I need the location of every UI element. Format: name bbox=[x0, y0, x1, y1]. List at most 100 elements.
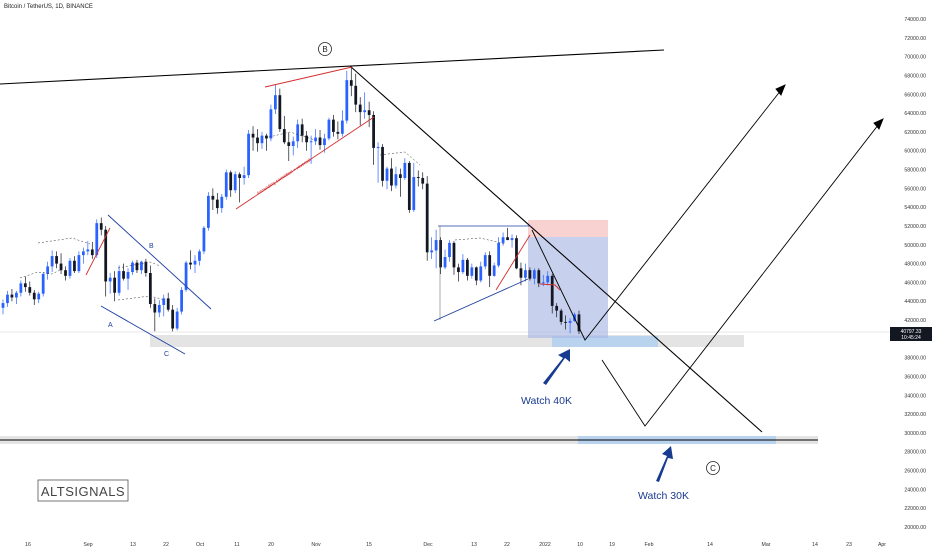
pattern-channel-upper bbox=[107, 214, 212, 310]
candle bbox=[81, 247, 85, 264]
candle-body bbox=[394, 174, 398, 186]
candle-body bbox=[15, 292, 18, 298]
candle bbox=[291, 136, 295, 156]
candle-body bbox=[407, 162, 411, 210]
candle bbox=[19, 280, 23, 297]
pattern-label-a: A bbox=[108, 322, 113, 329]
wave-c-circle bbox=[706, 461, 720, 475]
candle bbox=[211, 188, 215, 210]
candle bbox=[559, 308, 563, 325]
candle-body bbox=[537, 270, 541, 284]
x-tick-label: 19 bbox=[609, 542, 615, 548]
y-tick-label: 38000.00 bbox=[904, 356, 926, 362]
watch-30k-label: Watch 30K bbox=[638, 490, 689, 502]
x-tick-label: 14 bbox=[707, 542, 713, 548]
candle bbox=[247, 130, 250, 178]
y-tick-label: 62000.00 bbox=[904, 130, 926, 136]
candle-body bbox=[448, 242, 451, 258]
candle-body bbox=[95, 223, 99, 256]
y-tick-label: 58000.00 bbox=[904, 168, 926, 174]
candle-body bbox=[157, 304, 161, 313]
candle-body bbox=[265, 135, 268, 139]
candle-body bbox=[273, 95, 277, 110]
candle-body bbox=[300, 124, 304, 136]
candle bbox=[394, 166, 398, 189]
time-axis[interactable]: 16 Sep 13 22 Oct 11 20 Nov 15 Dec 13 22 2022 10 19 Feb 1… bbox=[25, 542, 886, 548]
candle bbox=[59, 253, 63, 274]
y-tick-label: 28000.00 bbox=[904, 450, 926, 456]
candle-body bbox=[524, 270, 527, 278]
candle-body bbox=[148, 273, 152, 305]
short-position-tool[interactable] bbox=[528, 220, 608, 338]
candle bbox=[403, 158, 407, 180]
candle-body bbox=[327, 119, 331, 139]
candle bbox=[162, 294, 166, 317]
candle-body bbox=[189, 262, 192, 265]
y-tick-label: 42000.00 bbox=[904, 318, 926, 324]
candle-body bbox=[166, 298, 170, 310]
candle-body bbox=[515, 238, 518, 269]
candle-body bbox=[242, 175, 246, 178]
candle-body bbox=[180, 289, 183, 312]
candle-body bbox=[336, 131, 340, 134]
candle bbox=[296, 119, 300, 148]
candle bbox=[256, 129, 259, 152]
candle-body bbox=[403, 162, 407, 178]
candle-body bbox=[528, 270, 532, 279]
candle-body bbox=[568, 320, 572, 323]
price-axis[interactable]: 74000.00 72000.00 70000.00 68000.00 66000.00… bbox=[904, 17, 926, 531]
candle bbox=[354, 73, 358, 113]
candle bbox=[50, 250, 54, 273]
x-tick-label: 13 bbox=[471, 542, 477, 548]
candle bbox=[305, 130, 309, 151]
candle bbox=[381, 144, 384, 187]
y-tick-label: 20000.00 bbox=[904, 525, 926, 531]
candle-body bbox=[6, 294, 9, 304]
watch-30k-arrow bbox=[656, 446, 673, 482]
y-tick-label: 34000.00 bbox=[904, 393, 926, 399]
candle bbox=[568, 318, 572, 334]
candle bbox=[323, 133, 326, 153]
candle bbox=[336, 121, 340, 140]
candle-body bbox=[546, 275, 550, 283]
candle-body bbox=[251, 133, 255, 138]
candle-body bbox=[224, 172, 228, 197]
candle-body bbox=[457, 267, 460, 273]
dashed-box-5 bbox=[264, 131, 316, 141]
x-tick-label: 10 bbox=[577, 542, 583, 548]
candle bbox=[550, 273, 554, 314]
candle bbox=[41, 272, 45, 297]
x-tick-label: Apr bbox=[878, 542, 886, 548]
y-tick-label: 50000.00 bbox=[904, 243, 926, 249]
candle bbox=[28, 281, 32, 296]
arrowhead-up-2 bbox=[873, 118, 884, 130]
candle bbox=[55, 251, 58, 269]
x-tick-label: 15 bbox=[366, 542, 372, 548]
candle bbox=[340, 110, 344, 137]
candle-body bbox=[309, 141, 313, 143]
candle bbox=[376, 142, 380, 183]
watermark-box bbox=[37, 479, 129, 502]
candle bbox=[157, 300, 161, 318]
candle-body bbox=[229, 172, 233, 191]
candle bbox=[10, 288, 14, 302]
candle-body bbox=[19, 283, 23, 293]
candle-body bbox=[564, 321, 567, 323]
candle-body bbox=[372, 114, 375, 148]
y-tick-label: 66000.00 bbox=[904, 92, 926, 98]
y-tick-label: 30000.00 bbox=[904, 431, 926, 437]
bearish-projection-path bbox=[601, 119, 883, 427]
y-tick-label: 22000.00 bbox=[904, 506, 926, 512]
projection-paths bbox=[531, 84, 884, 427]
candle-body bbox=[470, 267, 474, 276]
candle-body bbox=[465, 259, 469, 276]
candle bbox=[229, 170, 233, 197]
dashed-box-3 bbox=[117, 261, 161, 269]
candle-body bbox=[345, 80, 349, 121]
candle-body bbox=[349, 80, 353, 86]
watermark-text: ALTSIGNALS bbox=[41, 484, 125, 499]
candle-body bbox=[184, 262, 188, 290]
candle bbox=[363, 92, 367, 119]
candle bbox=[434, 229, 438, 269]
